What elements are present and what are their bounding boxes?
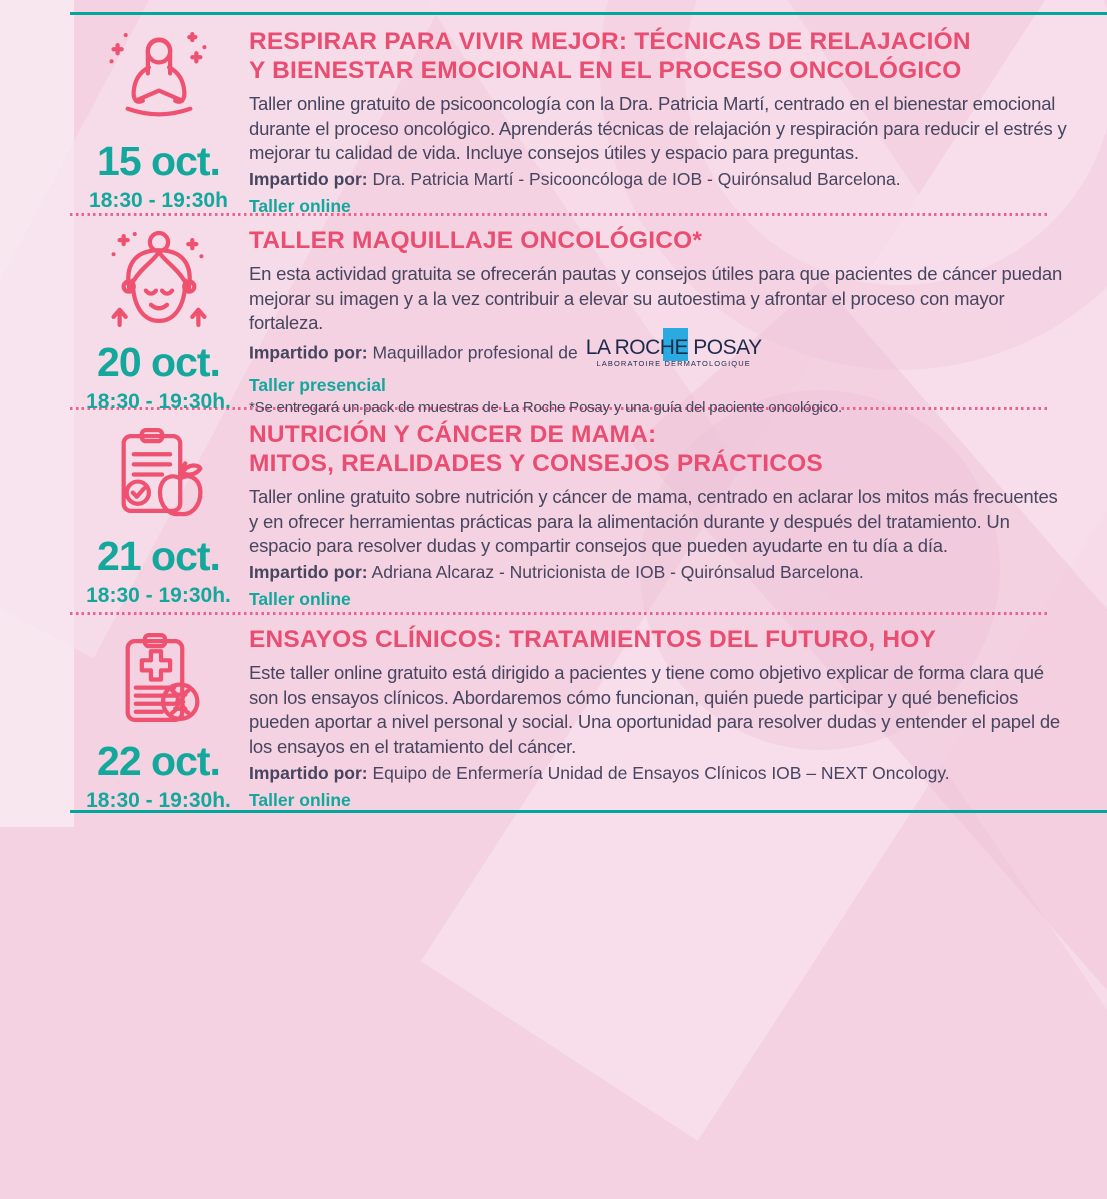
clinical-trials-clipboard-dna-icon [125,632,199,722]
meditation-woman-icon [103,27,215,133]
bottom-divider-line [70,810,1107,813]
event-time: 18:30 - 19:30h. [86,584,231,607]
makeup-face-icon [103,228,215,334]
event-time: 18:30 - 19:30h [89,189,228,212]
event-title-line: RESPIRAR PARA VIVIR MEJOR: TÉCNICAS DE R… [249,28,971,55]
dotted-separator [70,213,1048,216]
logo-text: LA ROCHE POSAY [585,336,762,360]
event-left-column: 15 oct. 18:30 - 19:30h [70,25,247,213]
clinical-trials-clipboard-dna-icon [103,627,215,733]
event-mode-badge: Taller online [249,588,351,609]
event-time: 18:30 - 19:30h. [86,390,231,413]
event-title-line: MITOS, REALIDADES Y CONSEJOS PRÁCTICOS [249,449,823,477]
dotted-separator [70,612,1048,615]
event-speaker-line: Impartido por: Adriana Alcaraz - Nutrici… [249,561,1067,584]
event-row: 21 oct. 18:30 - 19:30h. NUTRICIÓN Y CÁNC… [70,410,1107,612]
dotted-separator [70,407,1048,410]
event-row: 22 oct. 18:30 - 19:30h. ENSAYOS CLÍNICOS… [70,615,1107,812]
event-mode-badge: Taller presencial [249,375,386,395]
speaker-name: Maquillador profesional de [372,342,578,363]
event-description: Este taller online gratuito está dirigid… [249,661,1060,758]
event-speaker-line: Impartido por: Maquillador profesional d… [249,327,1067,370]
event-date: 15 oct. [97,138,221,184]
makeup-face-icon [110,230,207,328]
event-time: 18:30 - 19:30h. [86,789,231,812]
event-title: TALLER MAQUILLAJE ONCOLÓGICO* [249,227,1067,256]
speaker-label: Impartido por: [249,763,368,784]
events-list: 15 oct. 18:30 - 19:30h RESPIRAR PARA VIV… [70,25,1107,812]
speaker-name: Adriana Alcaraz - Nutricionista de IOB -… [371,562,864,583]
speaker-label: Impartido por: [249,169,368,190]
speaker-name: Equipo de Enfermería Unidad de Ensayos C… [372,763,950,784]
event-date: 21 oct. [97,533,221,579]
event-details: TALLER MAQUILLAJE ONCOLÓGICO* En esta ac… [247,216,1107,416]
event-title: NUTRICIÓN Y CÁNCER DE MAMA: MITOS, REALID… [249,421,1067,479]
event-left-column: 22 oct. 18:30 - 19:30h. [70,615,247,812]
event-description: Taller online gratuito de psicooncología… [249,92,1067,164]
event-title-line: ENSAYOS CLÍNICOS: TRATAMIENTOS DEL FUTUR… [249,626,937,653]
speaker-name: Dra. Patricia Martí - Psicooncóloga de I… [372,169,901,190]
event-left-column: 20 oct. 18:30 - 19:30h. [70,216,247,412]
nutrition-clipboard-apple-icon [121,427,203,517]
event-description: Taller online gratuito sobre nutrición y… [249,485,1058,557]
logo-subtitle: LABORATOIRE DERMATOLOGIQUE [596,359,751,369]
la-roche-posay-logo: LA ROCHE POSAY LABORATOIRE DERMATOLOGIQUE [585,327,762,369]
event-mode-badge: Taller online [249,789,351,810]
event-details: NUTRICIÓN Y CÁNCER DE MAMA: MITOS, REALID… [247,410,1107,612]
event-mode-badge: Taller online [249,195,351,216]
event-title: ENSAYOS CLÍNICOS: TRATAMIENTOS DEL FUTUR… [249,626,1067,655]
event-date: 22 oct. [97,738,221,784]
event-title-line: Y BIENESTAR EMOCIONAL EN EL PROCESO ONCO… [249,56,962,84]
speaker-label: Impartido por: [249,562,368,583]
event-details: RESPIRAR PARA VIVIR MEJOR: TÉCNICAS DE R… [247,25,1107,216]
meditation-woman-icon [109,31,206,117]
logo-wordmark: LA ROCHE POSAY [585,327,762,361]
event-row: 15 oct. 18:30 - 19:30h RESPIRAR PARA VIV… [70,25,1107,216]
event-description: En esta actividad gratuita se ofrecerán … [249,262,1063,334]
event-left-column: 21 oct. 18:30 - 19:30h. [70,410,247,612]
event-footnote: *Se entregará un pack de muestras de La … [249,399,843,416]
nutrition-clipboard-apple-icon [103,422,215,528]
top-divider-line [70,12,1107,15]
background-circle [640,390,1000,750]
event-title: RESPIRAR PARA VIVIR MEJOR: TÉCNICAS DE R… [249,28,1067,86]
event-row: 20 oct. 18:30 - 19:30h. TALLER MAQUILLAJ… [70,216,1107,416]
event-date: 20 oct. [97,339,221,385]
event-title-line: NUTRICIÓN Y CÁNCER DE MAMA: [249,421,657,448]
event-speaker-line: Impartido por: Dra. Patricia Martí - Psi… [249,168,1067,191]
event-speaker-line: Impartido por: Equipo de Enfermería Unid… [249,762,1067,785]
event-title-line: TALLER MAQUILLAJE ONCOLÓGICO* [249,227,703,254]
speaker-label: Impartido por: [249,342,368,363]
event-details: ENSAYOS CLÍNICOS: TRATAMIENTOS DEL FUTUR… [247,615,1107,810]
